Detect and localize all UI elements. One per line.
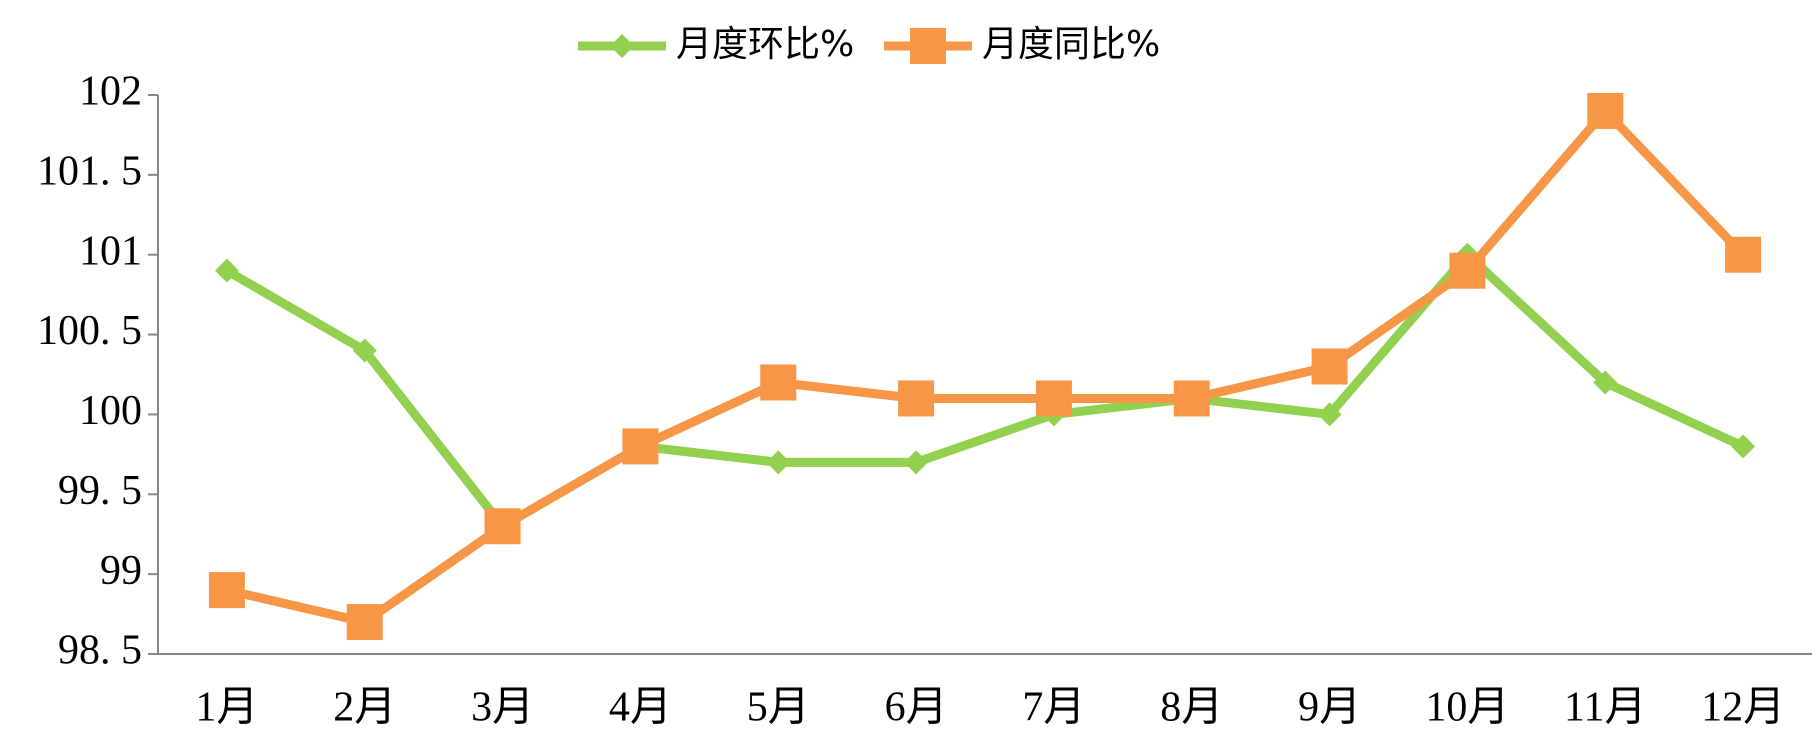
x-tick-label: 4月 [609,685,672,731]
marker [1593,370,1618,395]
x-tick-label: 5月 [747,685,810,731]
legend-label: 月度同比% [982,24,1160,65]
marker [760,364,797,401]
marker [484,508,521,545]
x-tick-label: 3月 [471,685,534,731]
marker [352,338,377,363]
x-tick-label: 12月 [1701,685,1785,731]
x-tick-label: 6月 [885,685,948,731]
y-tick-label: 99 [100,548,142,594]
legend-marker [910,28,946,64]
marker [904,450,929,475]
legend-marker [610,34,634,58]
marker [1317,402,1342,427]
legend-label: 月度环比% [676,24,854,65]
marker [1449,252,1486,289]
marker [214,258,239,283]
x-tick-label: 11月 [1564,685,1646,731]
marker [346,604,383,641]
marker [1731,434,1756,459]
y-tick-label: 101 [79,228,142,274]
x-tick-label: 9月 [1298,685,1361,731]
x-tick-label: 10月 [1425,685,1509,731]
y-tick-label: 100 [79,388,142,434]
line [224,250,1745,531]
marker [1035,380,1072,417]
marker [766,450,791,475]
marker [1725,236,1762,273]
y-tick-label: 98. 5 [58,628,142,674]
x-tick-label: 2月 [333,685,396,731]
y-tick-label: 99. 5 [58,468,142,514]
x-tick-label: 1月 [195,685,258,731]
line [225,106,1747,627]
marker [208,572,245,609]
y-tick-label: 100. 5 [37,308,142,354]
x-tick-label: 8月 [1160,685,1223,731]
y-tick-label: 101. 5 [37,148,142,194]
marker [622,428,659,465]
y-tick-label: 102 [79,69,142,115]
marker [898,380,935,417]
marker [1587,92,1624,129]
marker [1311,348,1348,385]
x-tick-label: 7月 [1022,685,1085,731]
marker [1173,380,1210,417]
